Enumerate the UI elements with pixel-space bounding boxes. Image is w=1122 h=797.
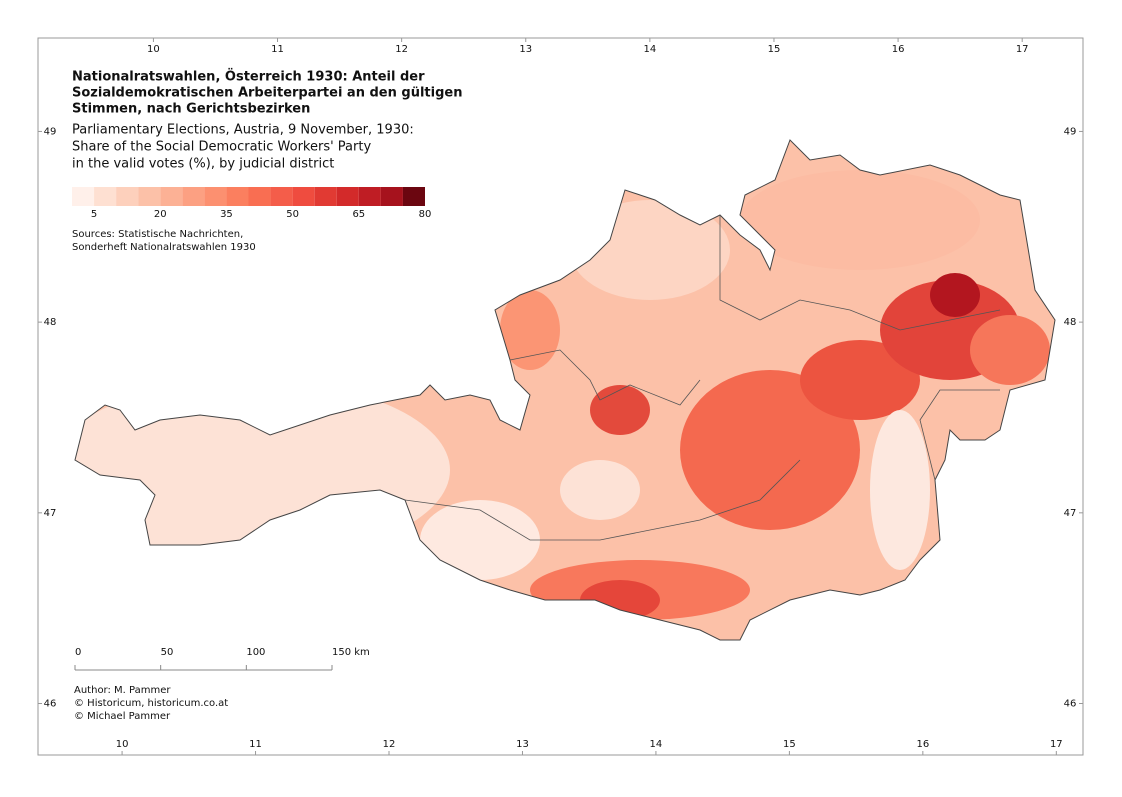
lon-label: 13 bbox=[519, 44, 532, 55]
lon-label: 17 bbox=[1016, 44, 1029, 55]
lon-label: 12 bbox=[395, 44, 408, 55]
legend-label: 35 bbox=[220, 209, 233, 220]
lat-label: 48 bbox=[44, 317, 57, 328]
legend-swatch bbox=[116, 187, 139, 206]
lon-label: 11 bbox=[271, 44, 284, 55]
scale-label: 50 bbox=[161, 647, 174, 658]
lon-label: 17 bbox=[1050, 739, 1063, 750]
legend-swatch bbox=[226, 187, 249, 206]
lon-label: 15 bbox=[783, 739, 796, 750]
legend-swatch bbox=[204, 187, 227, 206]
sources: Sources: Statistische Nachrichten, bbox=[72, 229, 243, 240]
scale-label: 150 km bbox=[332, 647, 370, 658]
map-title: Stimmen, nach Gerichtsbezirken bbox=[72, 102, 310, 117]
scale-label: 0 bbox=[75, 647, 81, 658]
lon-label: 10 bbox=[116, 739, 129, 750]
legend-swatch bbox=[138, 187, 161, 206]
legend-swatch bbox=[270, 187, 293, 206]
legend-swatch bbox=[160, 187, 183, 206]
lat-label: 47 bbox=[1064, 508, 1077, 519]
legend-swatch bbox=[292, 187, 315, 206]
map-title: Sozialdemokratischen Arbeiterpartei an d… bbox=[72, 86, 462, 101]
legend-swatch bbox=[314, 187, 337, 206]
lon-label: 16 bbox=[892, 44, 905, 55]
lon-label: 14 bbox=[650, 739, 663, 750]
legend-swatch bbox=[248, 187, 271, 206]
author: © Historicum, historicum.co.at bbox=[74, 698, 228, 709]
lat-label: 49 bbox=[44, 126, 57, 137]
sources: Sonderheft Nationalratswahlen 1930 bbox=[72, 242, 256, 253]
scale-label: 100 bbox=[246, 647, 265, 658]
lon-label: 15 bbox=[768, 44, 781, 55]
author: Author: M. Pammer bbox=[74, 685, 171, 696]
legend-swatch bbox=[402, 187, 425, 206]
lon-label: 10 bbox=[147, 44, 160, 55]
lon-label: 16 bbox=[916, 739, 929, 750]
lat-label: 46 bbox=[1064, 699, 1077, 710]
legend-label: 5 bbox=[91, 209, 97, 220]
author: © Michael Pammer bbox=[74, 711, 171, 722]
legend-label: 50 bbox=[286, 209, 299, 220]
lat-label: 49 bbox=[1064, 126, 1077, 137]
legend-swatch bbox=[336, 187, 359, 206]
lon-label: 12 bbox=[383, 739, 396, 750]
lon-label: 11 bbox=[249, 739, 262, 750]
legend-swatch bbox=[358, 187, 381, 206]
legend-label: 80 bbox=[419, 209, 432, 220]
map-subtitle: Parliamentary Elections, Austria, 9 Nove… bbox=[72, 123, 414, 138]
lat-label: 47 bbox=[44, 508, 57, 519]
lat-label: 46 bbox=[44, 699, 57, 710]
legend-swatch bbox=[94, 187, 117, 206]
map-subtitle: in the valid votes (%), by judicial dist… bbox=[72, 157, 334, 172]
legend-swatch bbox=[72, 187, 95, 206]
legend-swatch bbox=[380, 187, 403, 206]
lon-label: 13 bbox=[516, 739, 529, 750]
lon-label: 14 bbox=[643, 44, 656, 55]
legend-swatch bbox=[182, 187, 205, 206]
legend-label: 65 bbox=[352, 209, 365, 220]
map-subtitle: Share of the Social Democratic Workers' … bbox=[72, 140, 371, 155]
map-title: Nationalratswahlen, Österreich 1930: Ant… bbox=[72, 69, 425, 85]
lat-label: 48 bbox=[1064, 317, 1077, 328]
legend-label: 20 bbox=[154, 209, 167, 220]
